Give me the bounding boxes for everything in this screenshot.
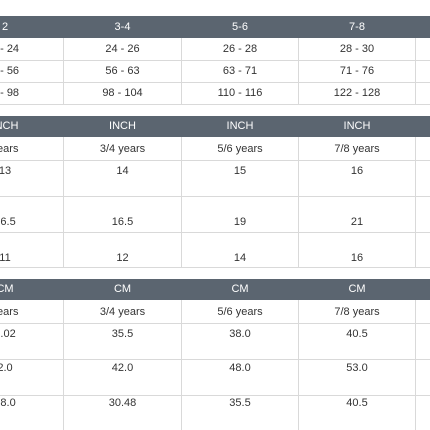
table-cell: 5/6 years bbox=[217, 306, 263, 318]
table-cell: 5/6 years bbox=[217, 143, 263, 155]
row-divider bbox=[0, 267, 430, 268]
table-row: 16.5 16.5 19 21 bbox=[0, 197, 430, 233]
column-divider bbox=[63, 300, 64, 430]
header-cell: INCH bbox=[226, 120, 254, 132]
table-cell: 2 - 24 bbox=[0, 43, 20, 55]
column-divider bbox=[415, 300, 416, 430]
table-cell: 56 - 63 bbox=[105, 65, 140, 77]
header-cell: INCH bbox=[343, 120, 371, 132]
table-cell: 24 - 26 bbox=[105, 43, 140, 55]
row-divider bbox=[0, 196, 430, 197]
table-cell: years bbox=[0, 143, 19, 155]
table-cell: 16 bbox=[350, 252, 364, 264]
header-edge bbox=[416, 279, 430, 300]
table-cell: 110 - 116 bbox=[217, 87, 263, 99]
table-cell: 3.02 bbox=[0, 328, 16, 340]
table-cell: 7/8 years bbox=[334, 306, 380, 318]
table-cell: 12 bbox=[116, 252, 129, 264]
table-cell: 63 - 71 bbox=[222, 65, 258, 77]
row-divider bbox=[0, 323, 430, 324]
row-divider bbox=[0, 359, 430, 360]
table-row: 28.0 30.48 35.5 40.5 bbox=[0, 396, 430, 430]
table-cell: 53.0 bbox=[346, 362, 368, 374]
table-cell: 71 - 76 bbox=[339, 65, 375, 77]
column-divider bbox=[181, 300, 182, 430]
table-row: 2.0 42.0 48.0 53.0 bbox=[0, 360, 430, 396]
column-divider bbox=[415, 38, 416, 104]
column-divider bbox=[298, 137, 299, 268]
column-divider bbox=[181, 137, 182, 268]
table-cell: 13 bbox=[0, 165, 12, 177]
table-cell: 15 bbox=[233, 165, 247, 177]
table-cell: 40.5 bbox=[346, 328, 368, 340]
table-row: 13 14 15 16 bbox=[0, 161, 430, 197]
table-row: 11 12 14 16 bbox=[0, 233, 430, 267]
header-cell: 2 bbox=[1, 21, 9, 33]
table-cell: 3 - 56 bbox=[0, 65, 20, 77]
column-divider bbox=[63, 38, 64, 104]
table-cell: 38.0 bbox=[229, 328, 251, 340]
column-divider bbox=[415, 137, 416, 268]
table-row: years 3/4 years 5/6 years 7/8 years bbox=[0, 138, 430, 160]
table-cell: 16.5 bbox=[0, 216, 16, 228]
table-cell: 11 bbox=[0, 252, 11, 264]
size-table-age: 2 3-4 5-6 7-8 2 - 24 24 - 26 26 - 28 28 … bbox=[0, 16, 430, 105]
table-cell: 42.0 bbox=[111, 362, 134, 374]
header-cell: CM bbox=[231, 283, 249, 295]
header-cell: CM bbox=[113, 283, 132, 295]
row-divider bbox=[0, 232, 430, 233]
table-cell: 35.5 bbox=[229, 397, 251, 409]
header-edge bbox=[416, 116, 430, 137]
table-cell: 14 bbox=[116, 165, 129, 177]
table-cell: 2.0 bbox=[0, 362, 13, 374]
table-header-row: CM CM CM CM bbox=[0, 279, 430, 300]
row-divider bbox=[0, 82, 430, 83]
header-cell: CM bbox=[0, 283, 14, 295]
table-row: years 3/4 years 5/6 years 7/8 years bbox=[0, 301, 430, 323]
header-cell: CM bbox=[348, 283, 366, 295]
header-edge bbox=[416, 16, 430, 38]
column-divider bbox=[181, 38, 182, 104]
table-cell: 2 - 98 bbox=[0, 87, 20, 99]
table-cell: 40.5 bbox=[346, 397, 368, 409]
table-cell: 3/4 years bbox=[99, 143, 146, 155]
column-divider bbox=[63, 137, 64, 268]
table-header-row: 2 3-4 5-6 7-8 bbox=[0, 16, 430, 38]
table-cell: 35.5 bbox=[111, 328, 134, 340]
table-cell: 21 bbox=[350, 216, 364, 228]
size-table-cm: CM CM CM CM years 3/4 years 5/6 years 7/… bbox=[0, 279, 430, 430]
header-cell: 5-6 bbox=[232, 21, 248, 33]
row-divider bbox=[0, 160, 430, 161]
header-cell: INCH bbox=[0, 120, 19, 132]
row-divider bbox=[0, 395, 430, 396]
table-cell: 16.5 bbox=[111, 216, 134, 228]
column-divider bbox=[298, 300, 299, 430]
table-cell: 16 bbox=[350, 165, 364, 177]
header-cell: INCH bbox=[109, 120, 136, 132]
table-header-row: INCH INCH INCH INCH bbox=[0, 116, 430, 137]
table-row: 2 - 98 98 - 104 110 - 116 122 - 128 bbox=[0, 83, 430, 104]
table-cell: 122 - 128 bbox=[333, 87, 381, 99]
table-row: 3.02 35.5 38.0 40.5 bbox=[0, 324, 430, 360]
table-cell: 48.0 bbox=[229, 362, 251, 374]
table-cell: 28 - 30 bbox=[339, 43, 375, 55]
table-row: 3 - 56 56 - 63 63 - 71 71 - 76 bbox=[0, 61, 430, 82]
table-cell: 26 - 28 bbox=[222, 43, 258, 55]
table-cell: years bbox=[0, 306, 19, 318]
header-cell: 3-4 bbox=[114, 21, 131, 33]
table-cell: 30.48 bbox=[108, 397, 137, 409]
table-cell: 14 bbox=[233, 252, 247, 264]
table-row: 2 - 24 24 - 26 26 - 28 28 - 30 bbox=[0, 39, 430, 60]
row-divider bbox=[0, 60, 430, 61]
table-cell: 19 bbox=[233, 216, 247, 228]
column-divider bbox=[298, 38, 299, 104]
table-cell: 3/4 years bbox=[99, 306, 146, 318]
table-cell: 98 - 104 bbox=[102, 87, 143, 99]
row-divider bbox=[0, 104, 430, 105]
table-cell: 7/8 years bbox=[334, 143, 380, 155]
header-cell: 7-8 bbox=[349, 21, 365, 33]
table-cell: 28.0 bbox=[0, 397, 16, 409]
size-table-inch: INCH INCH INCH INCH years 3/4 years 5/6 … bbox=[0, 116, 430, 268]
